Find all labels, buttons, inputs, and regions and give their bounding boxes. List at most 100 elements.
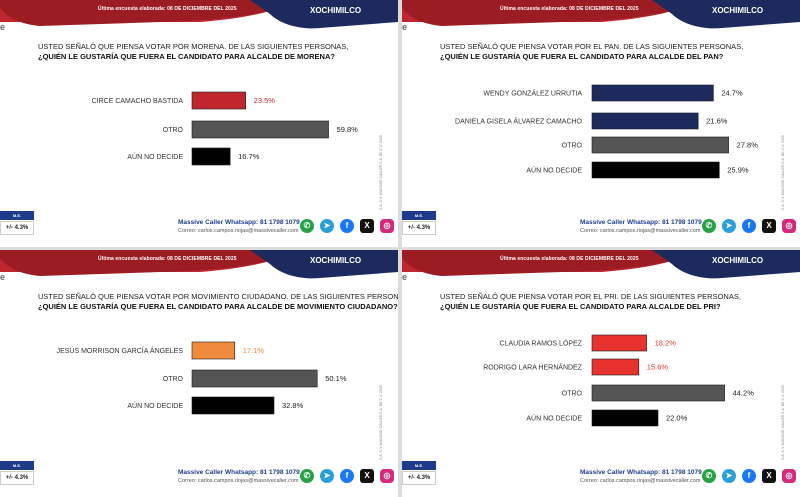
telegram-icon[interactable]: ➤ [320, 469, 334, 483]
side-note-text: S.A. C.V. MASSIVE CALLER S.A. DE C.V. 20… [781, 135, 785, 210]
left-mark: e [402, 272, 408, 282]
bar [191, 369, 318, 388]
social-icons: ✆ ➤ f X ◎ [702, 469, 800, 487]
banner-graphic [0, 0, 398, 29]
bar [591, 136, 729, 154]
margin-error-value: +/- 4.3% [402, 221, 436, 235]
value-label: 24.7% [721, 89, 743, 98]
question-line-2: ¿QUIÉN LE GUSTARÍA QUE FUERA EL CANDIDAT… [440, 52, 724, 61]
bar [591, 84, 714, 102]
instagram-icon[interactable]: ◎ [380, 219, 394, 233]
facebook-icon[interactable]: f [340, 219, 354, 233]
category-label: RODRIGO LARA HERNÁNDEZ [483, 363, 583, 372]
header-banner: Última encuesta elaborada: 08 DE DICIEMB… [402, 0, 800, 29]
bar [591, 409, 659, 427]
email-contact: Correo: carlos.campos.riojas@massivecall… [580, 228, 701, 234]
facebook-icon[interactable]: f [742, 469, 756, 483]
city-title: XOCHIMILCO [712, 256, 764, 265]
telegram-icon[interactable]: ➤ [722, 469, 736, 483]
value-label: 18.2% [655, 339, 677, 348]
value-label: 32.8% [282, 401, 304, 410]
category-label: DANIELA GISELA ÁLVAREZ CAMACHO [455, 117, 583, 126]
telegram-icon[interactable]: ➤ [320, 219, 334, 233]
value-label: 50.1% [325, 374, 347, 383]
instagram-icon[interactable]: ◎ [380, 469, 394, 483]
whatsapp-icon[interactable]: ✆ [300, 219, 314, 233]
bar [191, 147, 231, 166]
value-label: 27.8% [737, 141, 759, 150]
x-icon[interactable]: X [360, 219, 374, 233]
value-label: 44.2% [733, 389, 755, 398]
value-label: 59.8% [337, 125, 359, 134]
margin-error-value: +/- 4.3% [402, 471, 436, 485]
x-icon[interactable]: X [360, 469, 374, 483]
telegram-icon[interactable]: ➤ [722, 219, 736, 233]
side-note-text: S.A. C.V. MASSIVE CALLER S.A. DE C.V. 20… [781, 385, 785, 460]
whatsapp-contact: Massive Caller Whatsapp: 81 1798 1079 [580, 219, 702, 226]
question-line-1: USTED SEÑALÓ QUE PIENSA VOTAR POR MOVIMI… [38, 292, 398, 301]
value-label: 21.6% [706, 117, 728, 126]
left-mark: e [402, 22, 408, 32]
survey-date: Última encuesta elaborada: 08 DE DICIEMB… [500, 256, 639, 262]
category-label: AÚN NO DECIDE [127, 401, 183, 410]
bar [591, 358, 640, 376]
city-title: XOCHIMILCO [310, 256, 362, 265]
survey-date: Última encuesta elaborada: 08 DE DICIEMB… [98, 256, 237, 262]
chart-svg: WENDY GONZÁLEZ URRUTIA 24.7% DANIELA GISEL… [455, 84, 759, 179]
value-label: 15.6% [647, 363, 669, 372]
category-label: JESÚS MORRISON GARCÍA ÁNGELES [57, 346, 184, 355]
bar [191, 91, 246, 110]
panel-mc: Última encuesta elaborada: 08 DE DICIEMB… [0, 250, 398, 497]
email-contact: Correo: carlos.campos.riojas@massivecall… [580, 478, 701, 484]
whatsapp-icon[interactable]: ✆ [702, 219, 716, 233]
banner-graphic [0, 250, 398, 279]
value-label: 16.7% [238, 152, 260, 161]
category-label: OTRO [163, 376, 184, 383]
category-label: OTRO [163, 127, 184, 134]
header-banner: Última encuesta elaborada: 08 DE DICIEMB… [0, 250, 398, 279]
value-label: 23.5% [254, 96, 276, 105]
social-icons: ✆ ➤ f X ◎ [300, 219, 398, 237]
category-label: OTRO [562, 143, 583, 150]
question-line-2: ¿QUIÉN LE GUSTARÍA QUE FUERA EL CANDIDAT… [38, 52, 335, 61]
category-label: OTRO [562, 391, 583, 398]
panel-morena: Última encuesta elaborada: 08 DE DICIEMB… [0, 0, 398, 247]
question-line-2: ¿QUIÉN LE GUSTARÍA QUE FUERA EL CANDIDAT… [440, 302, 721, 311]
question-line-1: USTED SEÑALÓ QUE PIENSA VOTAR POR EL PRI… [440, 292, 741, 301]
category-label: AÚN NO DECIDE [526, 166, 582, 175]
bar [191, 341, 236, 360]
whatsapp-icon[interactable]: ✆ [300, 469, 314, 483]
side-note-text: S.A. C.V. MASSIVE CALLER S.A. DE C.V. 20… [379, 385, 383, 460]
banner-graphic [402, 0, 800, 29]
email-contact: Correo: carlos.campos.riojas@massivecall… [178, 228, 299, 234]
whatsapp-icon[interactable]: ✆ [702, 469, 716, 483]
panel-pri: Última encuesta elaborada: 08 DE DICIEMB… [402, 250, 800, 497]
category-label: AÚN NO DECIDE [127, 152, 183, 161]
whatsapp-contact: Massive Caller Whatsapp: 81 1798 1079 [178, 219, 300, 226]
social-icons: ✆ ➤ f X ◎ [300, 469, 398, 487]
margin-error-badge: M.E. [402, 461, 436, 470]
instagram-icon[interactable]: ◎ [782, 219, 796, 233]
question-line-2: ¿QUIÉN LE GUSTARÍA QUE FUERA EL CANDIDAT… [38, 302, 398, 311]
whatsapp-contact: Massive Caller Whatsapp: 81 1798 1079 [580, 469, 702, 476]
chart-svg: CLAUDIA RAMOS LÓPEZ 18.2% RODRIGO LARA HER… [483, 334, 755, 427]
margin-error-value: +/- 4.3% [0, 471, 34, 485]
question-line-1: USTED SEÑALÓ QUE PIENSA VOTAR POR MORENA… [38, 42, 349, 51]
header-banner: Última encuesta elaborada: 08 DE DICIEMB… [0, 0, 398, 29]
header-banner: Última encuesta elaborada: 08 DE DICIEMB… [402, 250, 800, 279]
left-mark: e [0, 22, 6, 32]
bar [591, 384, 725, 402]
facebook-icon[interactable]: f [340, 469, 354, 483]
chart-svg: JESÚS MORRISON GARCÍA ÁNGELES 17.1% OTRO 50… [57, 341, 347, 415]
margin-error-badge: M.E. [0, 211, 34, 220]
category-label: CIRCE CAMACHO BASTIDA [92, 98, 184, 105]
instagram-icon[interactable]: ◎ [782, 469, 796, 483]
side-note-text: S.A. C.V. MASSIVE CALLER S.A. DE C.V. 20… [379, 135, 383, 210]
side-note: S.A. C.V. MASSIVE CALLER S.A. DE C.V. 20… [781, 60, 791, 210]
chart-svg: CIRCE CAMACHO BASTIDA 23.5% OTRO 59.8% AÚN N… [92, 91, 359, 166]
facebook-icon[interactable]: f [742, 219, 756, 233]
x-icon[interactable]: X [762, 469, 776, 483]
banner-graphic [402, 250, 800, 279]
x-icon[interactable]: X [762, 219, 776, 233]
email-contact: Correo: carlos.campos.riojas@massivecall… [178, 478, 299, 484]
